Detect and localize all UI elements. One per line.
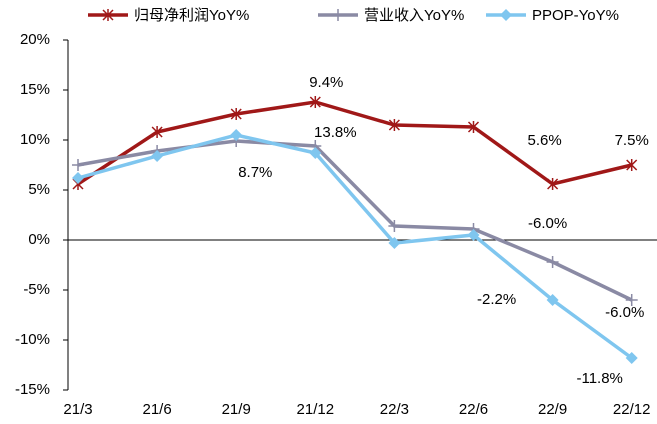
x-tick-label: 22/3 <box>380 401 409 418</box>
y-tick-label: -15% <box>15 381 50 398</box>
x-tick-label: 22/12 <box>613 401 651 418</box>
marker <box>230 108 242 120</box>
legend-label: 营业收入YoY% <box>364 7 464 24</box>
x-tick-label: 21/3 <box>63 401 92 418</box>
marker <box>102 9 114 21</box>
legend-item: PPOP-YoY% <box>486 7 619 24</box>
marker <box>332 9 344 21</box>
legend-label: PPOP-YoY% <box>532 7 619 24</box>
data-label: 13.8% <box>314 124 357 141</box>
y-tick-label: -5% <box>23 281 50 298</box>
x-tick-label: 22/9 <box>538 401 567 418</box>
marker <box>151 126 163 138</box>
marker <box>388 119 400 131</box>
series-line <box>77 100 633 186</box>
marker <box>388 220 401 232</box>
marker <box>151 150 164 162</box>
y-tick-label: 0% <box>28 231 50 248</box>
data-label: 7.5% <box>615 132 649 149</box>
data-label: -2.2% <box>477 291 516 308</box>
legend-item: 归母净利润YoY% <box>88 7 249 24</box>
data-label: 5.6% <box>527 132 561 149</box>
marker <box>230 129 243 141</box>
x-tick-label: 21/6 <box>142 401 171 418</box>
marker <box>467 121 480 133</box>
marker <box>546 256 559 268</box>
marker <box>546 294 559 306</box>
series-line <box>77 133 633 360</box>
marker <box>388 237 401 249</box>
y-tick-label: 15% <box>20 81 50 98</box>
legend-item: 营业收入YoY% <box>318 7 464 24</box>
marker <box>309 96 321 108</box>
data-label: 9.4% <box>309 74 343 91</box>
marker <box>625 352 638 364</box>
y-tick-label: -10% <box>15 331 50 348</box>
y-tick-label: 20% <box>20 31 50 48</box>
marker <box>625 294 638 306</box>
x-tick-label: 21/9 <box>222 401 251 418</box>
marker <box>72 172 84 184</box>
data-label: 8.7% <box>238 164 272 181</box>
x-tick-label: 22/6 <box>459 401 488 418</box>
data-label: -6.0% <box>605 304 644 321</box>
legend-label: 归母净利润YoY% <box>134 7 249 24</box>
marker <box>467 229 480 241</box>
marker <box>72 159 84 171</box>
marker <box>626 159 638 171</box>
marker <box>547 178 559 190</box>
marker <box>500 9 512 21</box>
data-label: -6.0% <box>528 215 567 232</box>
y-tick-label: 10% <box>20 131 50 148</box>
data-label: -11.8% <box>576 370 622 387</box>
marker <box>309 147 322 159</box>
x-tick-label: 21/12 <box>297 401 335 418</box>
y-tick-label: 5% <box>28 181 50 198</box>
series-line <box>77 139 633 302</box>
